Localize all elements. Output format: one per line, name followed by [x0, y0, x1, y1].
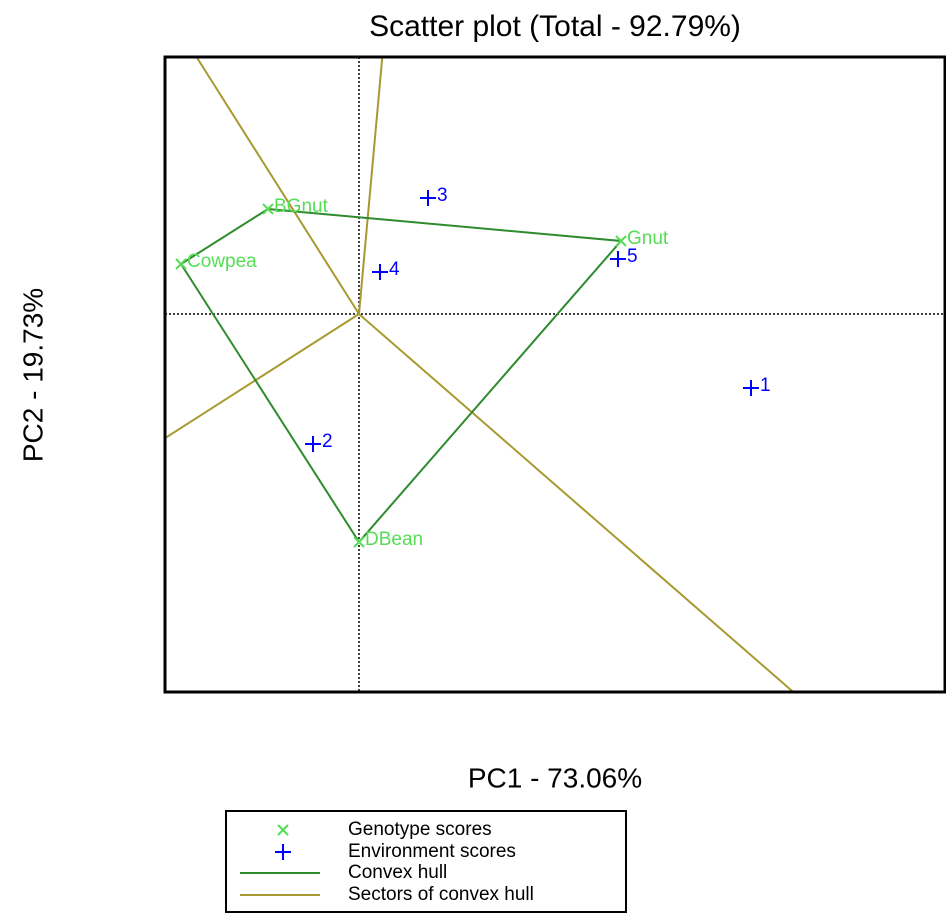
point-label: 1 [760, 375, 771, 396]
point-label: 4 [389, 259, 400, 280]
legend-marker [277, 824, 289, 836]
point-label: 3 [437, 185, 448, 206]
legend-label: Sectors of convex hull [348, 884, 534, 905]
legend-label: Environment scores [348, 841, 516, 862]
point-label: Cowpea [187, 251, 257, 272]
point [175, 258, 187, 270]
point-label: 2 [322, 431, 333, 452]
point-label: BGnut [274, 196, 329, 217]
y-axis-label: PC2 - 19.73% [17, 288, 48, 462]
legend-box [225, 810, 627, 913]
sector-line [358, 57, 384, 315]
legend-marker [275, 844, 291, 860]
plot-frame [163, 55, 946, 694]
chart-title: Scatter plot (Total - 92.79%) [369, 10, 741, 43]
point [743, 380, 759, 396]
point-label: Gnut [627, 228, 669, 249]
legend-label: Convex hull [348, 862, 447, 883]
sector-line [195, 57, 360, 315]
point [610, 251, 626, 267]
point-label: DBean [365, 529, 423, 550]
point [420, 190, 436, 206]
point [262, 203, 274, 215]
sector-line [165, 313, 360, 440]
point [353, 536, 365, 548]
point [305, 436, 321, 452]
point [615, 235, 627, 247]
point [372, 264, 388, 280]
x-axis-label: PC1 - 73.06% [468, 762, 642, 793]
legend-label: Genotype scores [348, 819, 492, 840]
point-label: 5 [627, 246, 638, 267]
sector-line [358, 313, 794, 692]
